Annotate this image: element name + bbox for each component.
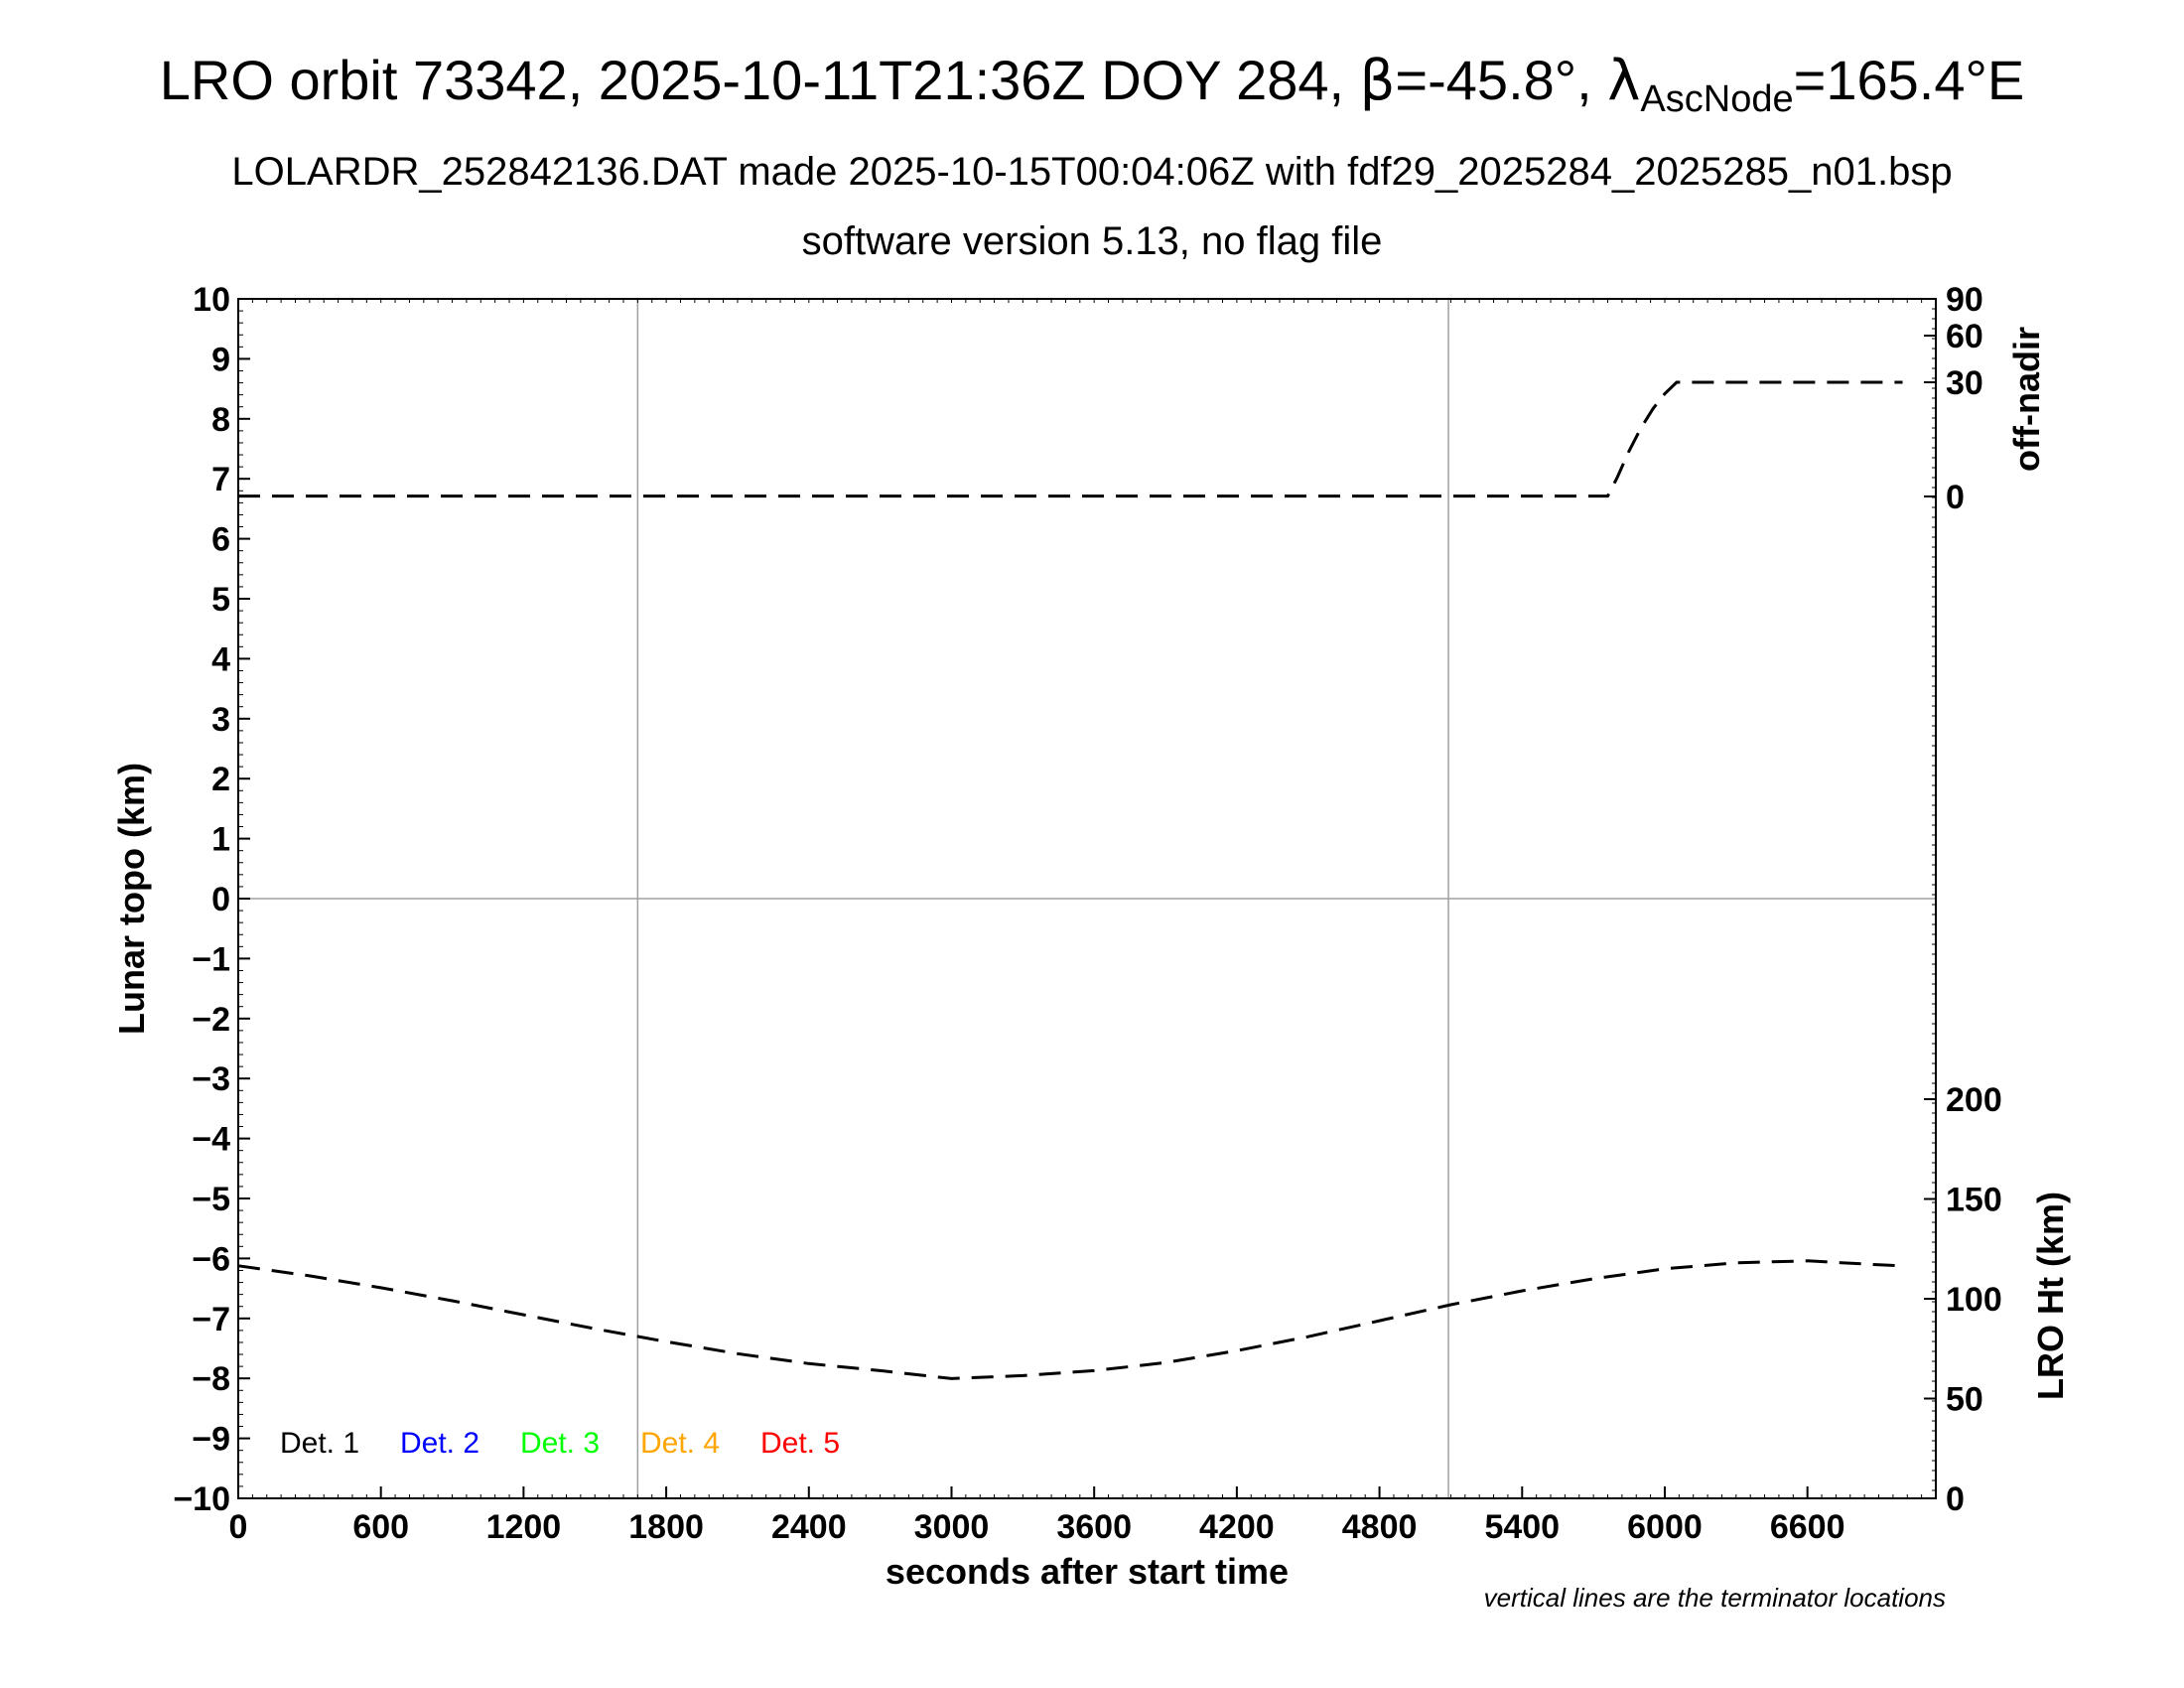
y-tick-label: −10 [173,1480,230,1518]
lro-ht-tick-label: 50 [1946,1381,1983,1419]
off-nadir-tick-label: 0 [1946,479,1965,516]
y-tick-label: 3 [211,701,230,739]
grid-lines [238,299,1936,1498]
footnote: vertical lines are the terminator locati… [1484,1583,1946,1613]
series-group [237,380,1903,1380]
y-tick-label: 4 [211,640,230,678]
y-tick-label: −4 [192,1121,230,1159]
y-axis-right-bottom-label: LRO Ht (km) [2030,1192,2071,1400]
y-tick-label: −2 [192,1001,230,1039]
x-tick-label: 4800 [1342,1508,1418,1546]
y-tick-label: −7 [192,1301,230,1338]
legend-item-det-5: Det. 5 [760,1427,840,1460]
legend-item-det-3: Det. 3 [520,1427,600,1460]
y-tick-label: 7 [211,461,230,498]
y-tick-label: 0 [211,881,230,918]
lro-ht-tick-label: 0 [1946,1480,1965,1518]
x-tick-label: 6000 [1627,1508,1703,1546]
legend-item-det-4: Det. 4 [640,1427,720,1460]
lambda-value: =165.4°E [1794,49,2025,111]
x-tick-label: 2400 [771,1508,847,1546]
beta-symbol: β [1360,49,1396,113]
x-tick-label: 3000 [914,1508,990,1546]
chart-subtitle: LOLARDR_252842136.DAT made 2025-10-15T00… [231,150,1952,194]
y-tick-label: 9 [211,341,230,378]
chart-title: LRO orbit 73342, 2025-10-11T21:36Z DOY 2… [160,49,2024,120]
y-tick-label: 2 [211,761,230,798]
beta-value: =-45.8°, [1395,49,1607,111]
off-nadir-series-line [238,380,1903,498]
lro-ht-tick-label: 100 [1946,1281,2002,1319]
y-tick-label: −5 [192,1181,230,1218]
lro-height-series-line [237,1259,1903,1380]
off-nadir-tick-label: 30 [1946,364,1983,402]
y-tick-label: 8 [211,401,230,439]
legend-item-det-2: Det. 2 [400,1427,479,1460]
title-prefix: LRO orbit 73342, 2025-10-11T21:36Z DOY 2… [160,49,1360,111]
x-tick-label: 6600 [1770,1508,1845,1546]
legend: Det. 1 Det. 2 Det. 3 Det. 4 Det. 5 [280,1427,840,1460]
x-tick-label: 4200 [1199,1508,1275,1546]
y-tick-label: −8 [192,1360,230,1398]
off-nadir-tick-label: 60 [1946,318,1983,355]
lambda-subscript: AscNode [1640,78,1793,120]
y-tick-label: 10 [193,281,230,319]
chart-subtitle-2: software version 5.13, no flag file [802,219,1383,263]
x-tick-label: 0 [229,1508,248,1546]
lro-ht-tick-label: 150 [1946,1182,2002,1219]
lambda-symbol: λ [1607,49,1640,113]
y-axis-right-top-label: off-nadir [2006,327,2047,472]
y-tick-label: −1 [192,940,230,978]
x-tick-label: 1800 [628,1508,704,1546]
y-tick-label: −3 [192,1060,230,1098]
y-tick-label: −9 [192,1421,230,1459]
off-nadir-tick-label: 90 [1946,281,1983,319]
plot-frame [237,298,1937,1499]
x-tick-label: 600 [352,1508,409,1546]
legend-item-det-1: Det. 1 [280,1427,359,1460]
lro-ht-tick-label: 200 [1946,1081,2002,1119]
x-axis-label: seconds after start time [886,1551,1289,1592]
x-tick-label: 3600 [1056,1508,1132,1546]
x-tick-label: 5400 [1484,1508,1560,1546]
y-tick-label: 1 [211,821,230,859]
y-tick-label: 5 [211,581,230,619]
y-axis-left-label: Lunar topo (km) [111,763,152,1035]
x-tick-label: 1200 [486,1508,562,1546]
y-tick-label: 6 [211,521,230,559]
y-tick-label: −6 [192,1240,230,1278]
